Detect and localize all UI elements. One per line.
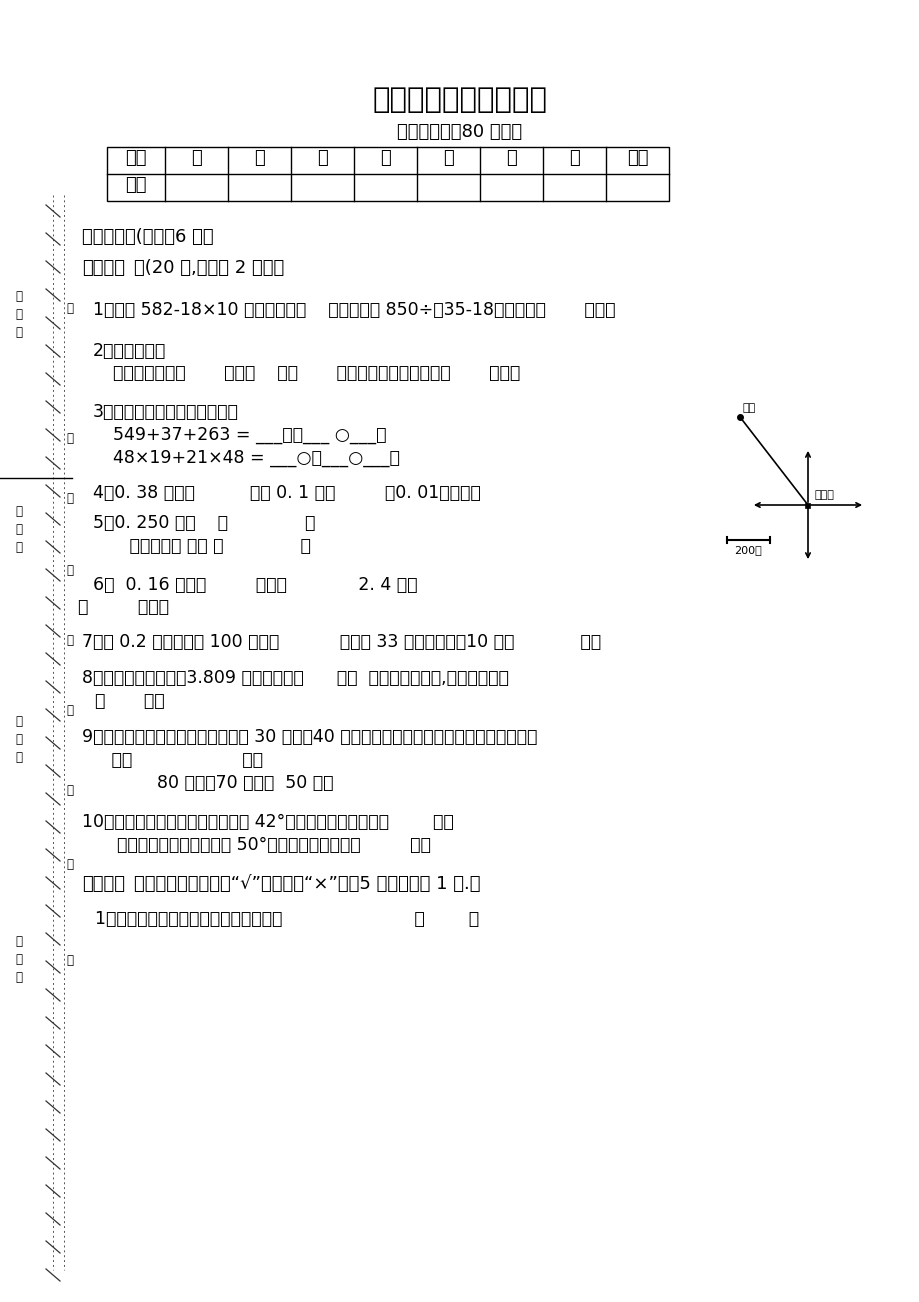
Text: 549+37+263 = ___＋（___ ○___）: 549+37+263 = ___＋（___ ○___） [113, 426, 386, 444]
Text: 6、  0. 16 米＝（         ）厘米             2. 4 吨＝: 6、 0. 16 米＝（ ）厘米 2. 4 吨＝ [93, 575, 417, 594]
Text: 200米: 200米 [734, 546, 762, 555]
Text: 10、一个直角三角形的一个锐角是 42°，它的另一个锐角是（        ）。: 10、一个直角三角形的一个锐角是 42°，它的另一个锐角是（ ）。 [82, 812, 453, 831]
Text: 得分: 得分 [125, 176, 147, 194]
Text: 考: 考 [66, 302, 74, 315]
Bar [107, 147, 668, 201]
Text: 线: 线 [66, 953, 74, 966]
Text: 合计: 合计 [626, 148, 648, 167]
Text: 三: 三 [317, 148, 327, 167]
Text: 4、0. 38 是由（          ）个 0. 1 和（         ）0. 01组成的。: 4、0. 38 是由（ ）个 0. 1 和（ ）0. 01组成的。 [93, 484, 481, 503]
Text: 题: 题 [66, 564, 74, 577]
Text: 二: 二 [254, 148, 265, 167]
Text: 二、填空: 二、填空 [82, 259, 125, 277]
Text: 学
校
：: 学 校 ： [16, 935, 22, 984]
Bar [805, 503, 810, 508]
Text: 选（                    ）。: 选（ ）。 [95, 751, 263, 769]
Text: 8、保留一位小数时，3.809 的近似数是（      ）；  精确到百分位时,它的近似数是: 8、保留一位小数时，3.809 的近似数是（ ）； 精确到百分位时,它的近似数是 [82, 669, 508, 687]
Text: 5、0. 250 读作    （              ）: 5、0. 250 读作 （ ） [93, 514, 315, 533]
Text: 六: 六 [505, 148, 516, 167]
Text: 不: 不 [66, 634, 74, 647]
Text: 一、口算。(另卷，6 分）: 一、口算。(另卷，6 分） [82, 228, 213, 246]
Text: （答卷时间：80 分钟）: （答卷时间：80 分钟） [397, 122, 522, 141]
Text: 题次: 题次 [125, 148, 147, 167]
Text: 此: 此 [66, 858, 74, 871]
Text: 1、计算 582-18×10 时，应先算（    ）法；计算 850÷（35-18）应先算（       ）法。: 1、计算 582-18×10 时，应先算（ ）法；计算 850÷（35-18）应… [93, 301, 615, 319]
Text: 班
别
：: 班 别 ： [16, 715, 22, 764]
Text: 生: 生 [66, 431, 74, 444]
Text: 姓
名
：: 姓 名 ： [16, 505, 22, 553]
Text: 四: 四 [380, 148, 391, 167]
Text: 小玲家: 小玲家 [814, 490, 834, 500]
Text: 五: 五 [443, 148, 453, 167]
Text: （         ）千克: （ ）千克 [78, 598, 169, 616]
Text: 一: 一 [191, 148, 201, 167]
Text: 。(20 分,每小题 2 分。）: 。(20 分,每小题 2 分。） [134, 259, 284, 277]
Text: 要: 要 [66, 703, 74, 716]
Text: 。（对的在括号里打“√”，错的打“×”）（5 分，每小题 1 分.）: 。（对的在括号里打“√”，错的打“×”）（5 分，每小题 1 分.） [134, 875, 480, 893]
Text: 答: 答 [66, 491, 74, 504]
Text: 过: 过 [66, 784, 74, 797]
Text: 48×19+21×48 = ___○（___○___）: 48×19+21×48 = ___○（___○___） [113, 449, 400, 467]
Text: 1、三角形的任意两边的和大于第三边。                        （        ）: 1、三角形的任意两边的和大于第三边。 （ ） [95, 910, 479, 928]
Text: 2、观察右图。: 2、观察右图。 [93, 342, 166, 359]
Text: （       ）。: （ ）。 [95, 691, 165, 710]
Text: 7、把 0.2 扩大到它的 100 倍是（           ），把 33 缩小为原来的10 是（            ）。: 7、把 0.2 扩大到它的 100 倍是（ ），把 33 缩小为原来的10 是（… [82, 633, 600, 651]
Text: 一个等腰三角形的顶角是 50°，它的一个底角是（         ）。: 一个等腰三角形的顶角是 50°，它的一个底角是（ ）。 [95, 836, 430, 854]
Text: 座
号
：: 座 号 ： [16, 290, 22, 339]
Text: 十六点零五 写作 （              ）: 十六点零五 写作 （ ） [113, 536, 311, 555]
Text: 3、填上合适的数或运算符号。: 3、填上合适的数或运算符号。 [93, 404, 239, 421]
Text: 七: 七 [569, 148, 579, 167]
Text: 四年级数学期末自测卷: 四年级数学期末自测卷 [372, 86, 547, 115]
Text: 学校在小玲家（       ）偏（    ）（       ）的方向上，距离约是（       ）米。: 学校在小玲家（ ）偏（ ）（ ）的方向上，距离约是（ ）米。 [113, 365, 519, 381]
Text: 80 厘米；70 厘米；  50 厘米: 80 厘米；70 厘米； 50 厘米 [113, 773, 334, 792]
Text: 三、判断: 三、判断 [82, 875, 125, 893]
Text: 9、如果一个三角形的两条边分别是 30 厘米、40 厘米，第三条边的长度要在下面选出，只能: 9、如果一个三角形的两条边分别是 30 厘米、40 厘米，第三条边的长度要在下面… [82, 728, 537, 746]
Text: 学校: 学校 [743, 404, 755, 413]
